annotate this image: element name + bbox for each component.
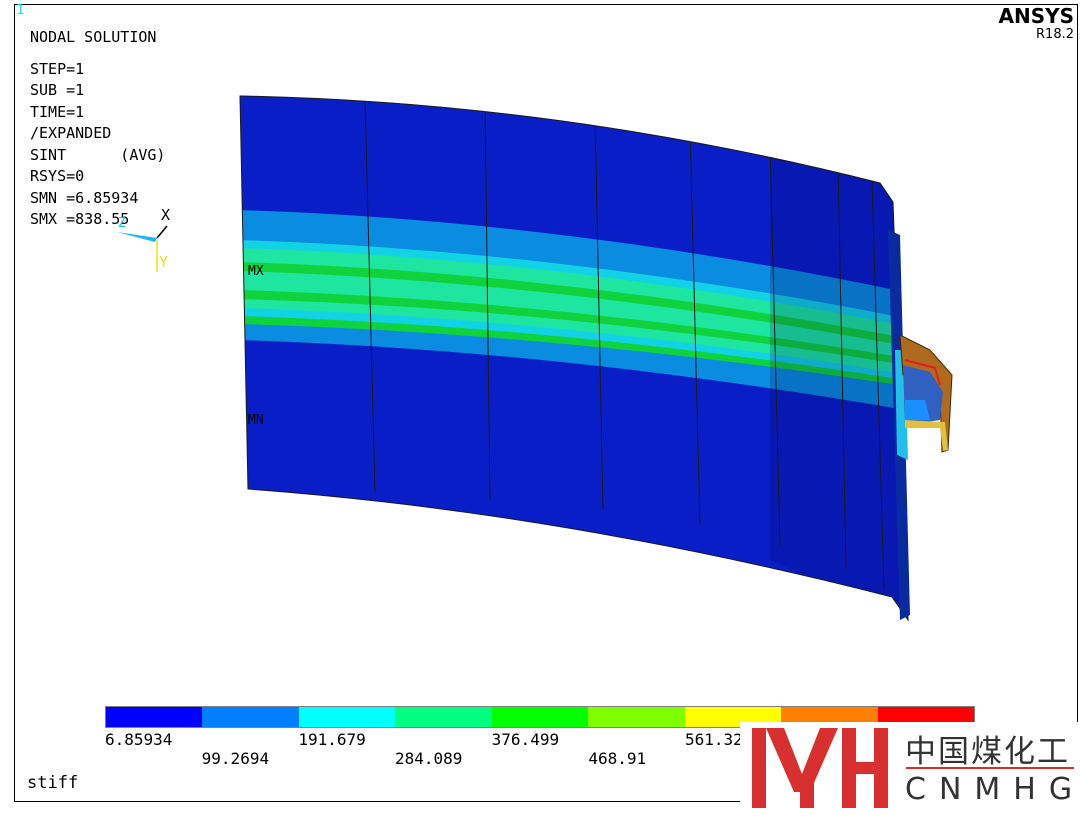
legend-segment: [106, 707, 203, 727]
solution-info-panel: NODAL SOLUTION STEP=1 SUB =1 TIME=1/EXPANDE…: [30, 27, 165, 231]
stiffener-detail: [888, 230, 953, 620]
logo-english-text: CNMHG: [905, 772, 1080, 807]
legend-segment: [298, 707, 396, 727]
triad-y-label: Y: [159, 253, 168, 271]
legend-tick-top: 561.32: [685, 730, 743, 749]
cnmhg-logo-mark: [752, 728, 888, 808]
info-line: STEP=1: [30, 59, 85, 78]
min-marker: MN: [248, 413, 264, 428]
coordinate-triad: [117, 225, 168, 272]
triad-z-label: Z: [118, 216, 126, 231]
info-line: SMX =838.55: [30, 210, 130, 228]
cnmhg-watermark: 中国煤化工 CNMHG: [740, 722, 1080, 823]
legend-tick-top: 6.85934: [105, 730, 173, 749]
legend-segment: [202, 707, 299, 727]
max-marker: MX: [248, 264, 264, 279]
brand-name: ANSYS: [998, 4, 1074, 28]
plate-contour: [240, 96, 908, 620]
legend-segment: [395, 707, 492, 727]
plot-title: stiff: [27, 773, 79, 793]
info-line: TIME=1: [30, 102, 85, 121]
legend-tick-top: 376.499: [491, 730, 560, 749]
legend-segment: [588, 707, 685, 727]
legend-segment: [491, 707, 589, 727]
ansys-brand: ANSYS R18.2: [998, 4, 1074, 42]
info-line: SUB =1: [30, 81, 85, 99]
logo-chinese-text: 中国煤化工: [905, 734, 1070, 770]
window-number: 1: [16, 2, 25, 18]
info-line: /EXPANDED: [30, 124, 112, 142]
info-line: NODAL SOLUTION: [30, 28, 157, 46]
legend-tick-bottom: 468.91: [588, 749, 647, 768]
triad-x-label: X: [161, 206, 170, 224]
legend-tick-bottom: 99.2694: [201, 749, 270, 768]
legend-tick-bottom: 284.089: [395, 749, 463, 768]
info-line: SINT (AVG): [30, 145, 166, 164]
info-line: RSYS=0: [30, 167, 85, 185]
logo-divider: [906, 767, 1074, 769]
info-line: SMN =6.85934: [30, 188, 139, 207]
legend-tick-top: 191.679: [298, 730, 366, 749]
brand-version: R18.2: [1036, 27, 1074, 42]
